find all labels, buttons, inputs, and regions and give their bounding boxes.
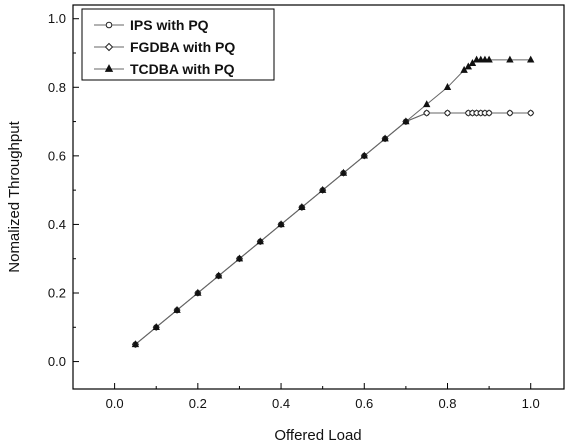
legend-label-tcdba: TCDBA with PQ [130,61,235,77]
fgdba-point [423,109,431,117]
y-tick-label: 1.0 [48,11,66,26]
y-tick-label: 0.2 [48,286,66,301]
y-tick-label: 0.4 [48,217,66,232]
tcdba-point [194,288,202,296]
tcdba-point [381,134,389,142]
tcdba-point [506,55,514,63]
x-tick-label: 0.4 [272,396,290,411]
tcdba-point [256,237,264,245]
tcdba-point [298,203,306,210]
tcdba-point [468,59,477,66]
fgdba-point [506,109,514,117]
x-tick-label: 0.0 [106,396,124,411]
legend-marker-fgdba [104,42,114,52]
tcdba-point [131,340,140,348]
tcdba-point [277,220,285,228]
x-axis-ticks: 0.0 0.2 0.4 0.6 0.8 1.0 [106,383,540,411]
tcdba-point [235,254,244,262]
legend-marker-ips [105,21,113,29]
y-tick-label: 0.0 [48,354,66,369]
series-line-0 [135,112,531,345]
x-tick-label: 0.8 [438,396,456,411]
tcdba-point [527,55,535,63]
tcdba-point [360,151,368,159]
series-line-2 [135,59,531,345]
fgdba-point [485,109,493,117]
tcdba-point [339,168,348,176]
x-tick-label: 0.6 [355,396,373,411]
tcdba-point [464,62,472,70]
tcdba-point [422,100,431,108]
legend-label-ips: IPS with PQ [130,17,209,33]
series-line-1 [135,112,531,345]
tcdba-point [152,323,160,330]
series-markers [131,55,535,348]
plot-frame [72,4,565,390]
tcdba-point [485,55,493,63]
tcdba-point [173,305,181,313]
y-tick-label: 0.8 [48,80,66,95]
tcdba-point [460,65,468,73]
legend-label-fgdba: FGDBA with PQ [130,39,235,55]
y-axis-title: Nomalized Throughput [6,120,23,272]
fgdba-point [527,109,535,117]
fgdba-point [443,109,452,117]
tcdba-point [318,185,327,193]
x-tick-label: 1.0 [522,396,540,411]
tcdba-point [443,83,452,90]
legend-marker-tcdba [104,64,114,72]
tcdba-point [214,271,223,279]
tcdba-point [402,117,410,125]
y-axis-ticks: 0.0 0.2 0.4 0.6 0.8 1.0 [48,11,79,369]
legend: IPS with PQ FGDBA with PQ TCDBA with PQ [81,8,275,81]
x-tick-label: 0.2 [189,396,207,411]
y-tick-label: 0.6 [48,148,66,163]
legend-frame [81,8,275,81]
x-axis-title: Offered Load [274,427,361,444]
series-lines [135,59,531,345]
